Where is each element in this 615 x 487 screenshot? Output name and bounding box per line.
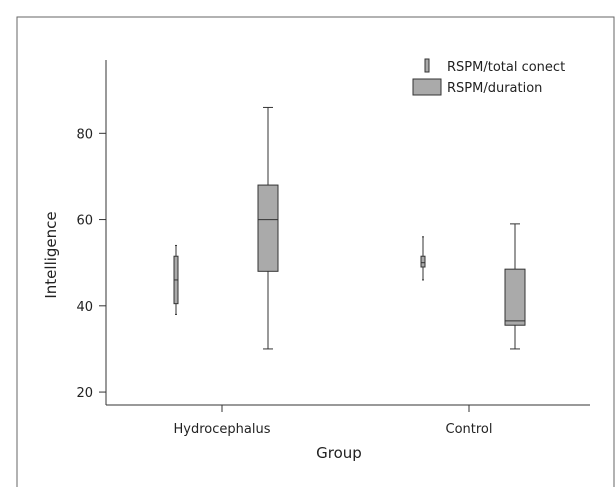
x-axis-title: Group	[316, 444, 362, 462]
legend-swatch-narrow	[424, 58, 430, 73]
legend: RSPM/total conect RSPM/duration	[412, 58, 565, 96]
figure-border	[16, 16, 615, 487]
y-tick-label: 80	[76, 127, 93, 142]
x-tick-label-hydrocephalus: Hydrocephalus	[174, 422, 271, 437]
box-iqr	[257, 184, 279, 272]
legend-label-duration: RSPM/duration	[447, 81, 542, 96]
y-axis-title: Intelligence	[42, 211, 60, 298]
y-tick-label: 60	[76, 214, 93, 229]
legend-label-total-conect: RSPM/total conect	[447, 60, 565, 75]
y-tick-label: 40	[76, 300, 93, 315]
box-series	[173, 106, 526, 350]
y-ticks: 20 40 60 80	[76, 127, 106, 401]
box-iqr	[504, 268, 526, 326]
x-ticks: Hydrocephalus Control	[174, 405, 493, 437]
x-tick-label-control: Control	[446, 422, 493, 437]
box-iqr	[420, 255, 426, 268]
y-tick-label: 20	[76, 386, 93, 401]
legend-swatch-wide	[412, 78, 442, 96]
